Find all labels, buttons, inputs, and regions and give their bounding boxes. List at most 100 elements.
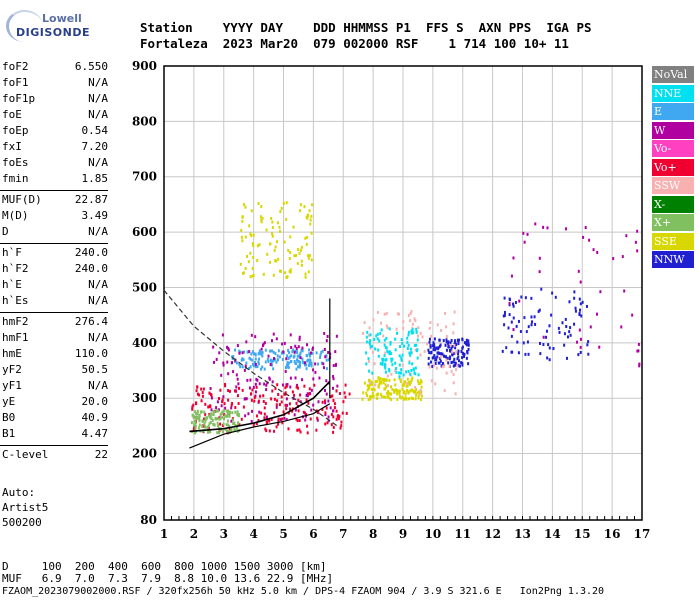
echo-point (377, 376, 380, 380)
echo-point (215, 406, 218, 410)
x-tick-label: 11 (454, 527, 471, 541)
echo-point (224, 384, 227, 388)
echo-point (257, 202, 260, 206)
echo-point (298, 365, 301, 369)
echo-point (419, 331, 422, 335)
echo-point (221, 398, 224, 402)
echo-point (401, 341, 404, 345)
echo-point (538, 341, 541, 345)
echo-point (338, 414, 341, 418)
echo-point (445, 338, 448, 342)
echo-point (252, 233, 255, 237)
echo-point (326, 335, 329, 339)
echo-point (398, 354, 401, 358)
echo-point (201, 390, 204, 394)
echo-point (270, 339, 273, 343)
echo-point (323, 331, 326, 335)
echo-point (304, 236, 307, 240)
echo-point (231, 355, 234, 359)
echo-point (191, 407, 194, 411)
echo-point (238, 363, 241, 367)
echo-point (292, 348, 295, 352)
echo-point (410, 329, 413, 333)
echo-point (285, 384, 288, 388)
echo-point (588, 238, 591, 242)
echo-point (278, 229, 281, 233)
echo-point (212, 413, 215, 417)
echo-point (395, 370, 398, 374)
echo-point (503, 296, 506, 300)
echo-point (435, 366, 438, 370)
echo-point (441, 352, 444, 356)
echo-point (408, 361, 411, 365)
echo-point (318, 376, 321, 380)
echo-point (577, 353, 580, 357)
echo-point (383, 387, 386, 391)
echo-point (461, 338, 464, 342)
echo-point (244, 364, 247, 368)
echo-point (438, 352, 441, 356)
echo-point (307, 254, 310, 258)
echo-point (438, 361, 441, 365)
echo-point (457, 342, 460, 346)
echo-point (234, 348, 237, 352)
echo-point (365, 362, 368, 366)
echo-point (461, 351, 464, 355)
echo-point (547, 343, 550, 347)
echo-point (254, 362, 257, 366)
echo-point (248, 224, 251, 228)
echo-point (258, 349, 261, 353)
echo-point (193, 426, 196, 430)
echo-point (414, 348, 417, 352)
echo-point (443, 389, 446, 393)
echo-point (573, 296, 576, 300)
echo-point (231, 411, 234, 415)
echo-point (467, 347, 470, 351)
echo-point (196, 409, 199, 413)
echo-point (380, 328, 383, 332)
legend-item-vo-: Vo- (652, 140, 694, 157)
echo-point (300, 259, 303, 263)
echo-point (236, 377, 239, 381)
echo-point (286, 382, 289, 386)
echo-point (302, 410, 305, 414)
echo-point (276, 383, 279, 387)
echo-point (452, 372, 455, 376)
echo-point (620, 325, 623, 329)
echo-point (287, 365, 290, 369)
echo-point (193, 431, 196, 435)
echo-point (367, 378, 370, 382)
echo-point (260, 215, 263, 219)
echo-point (433, 345, 436, 349)
echo-point (297, 398, 300, 402)
echo-point (206, 426, 209, 430)
echo-point (275, 360, 278, 364)
echo-point (385, 336, 388, 340)
echo-point (578, 297, 581, 301)
echo-point (266, 252, 269, 256)
echo-point (371, 350, 374, 354)
echo-point (344, 383, 347, 387)
x-tick-label: 15 (574, 527, 591, 541)
echo-point (339, 426, 342, 430)
echo-point (596, 312, 599, 316)
echo-point (273, 397, 276, 401)
echo-point (195, 412, 198, 416)
echo-point (434, 348, 437, 352)
echo-point (209, 421, 212, 425)
echo-point (377, 354, 380, 358)
echo-point (258, 410, 261, 414)
echo-point (284, 386, 287, 390)
param-key: yE (2, 395, 16, 408)
echo-point (389, 385, 392, 389)
echo-point (325, 392, 328, 396)
echo-point (305, 367, 308, 371)
echo-point (308, 254, 311, 258)
echo-point (390, 359, 393, 363)
echo-point (221, 400, 224, 404)
echo-point (308, 362, 311, 366)
echo-point (260, 411, 263, 415)
echo-point (211, 418, 214, 422)
echo-point (390, 398, 393, 402)
param-row: foF2 6.550 (2, 60, 108, 74)
